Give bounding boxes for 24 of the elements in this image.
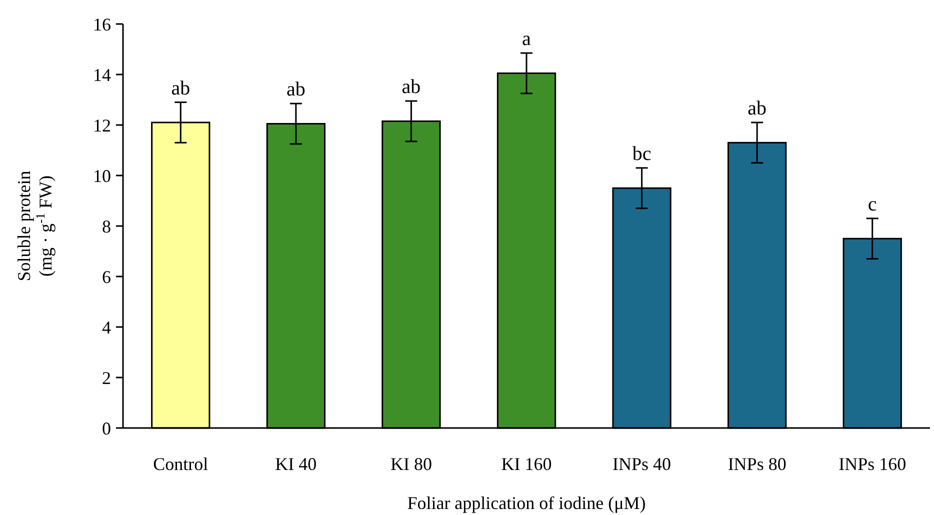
annotation: bc: [632, 142, 652, 165]
x-tick-label: KI 160: [501, 454, 552, 474]
y-tick-label: 12: [93, 115, 111, 136]
y-tick-label: 4: [102, 317, 111, 338]
x-tick-label: KI 40: [275, 454, 317, 474]
annotation: a: [522, 28, 532, 50]
x-tick-label: KI 80: [390, 454, 432, 474]
y-tick-label: 8: [102, 216, 111, 236]
y-tick-label: 6: [102, 266, 111, 287]
x-tick-label: INPs 160: [838, 454, 906, 474]
annotation: ab: [402, 76, 421, 98]
y-tick-label: 10: [93, 166, 111, 186]
y-tick-label: 0: [102, 418, 111, 438]
x-tick-label: INPs 40: [612, 454, 672, 474]
y-tick-label: 16: [93, 14, 111, 34]
annotation: ab: [171, 77, 190, 100]
annotation: ab: [286, 78, 306, 101]
y-tick-label: 2: [102, 368, 111, 388]
annotation: ab: [748, 97, 767, 120]
x-axis-title: Foliar application of iodine (μM): [407, 493, 646, 513]
y-tick-label: 14: [93, 64, 111, 85]
annotation: c: [868, 193, 877, 216]
x-tick-label: INPs 80: [728, 454, 786, 474]
x-tick-label: Control: [153, 454, 208, 474]
